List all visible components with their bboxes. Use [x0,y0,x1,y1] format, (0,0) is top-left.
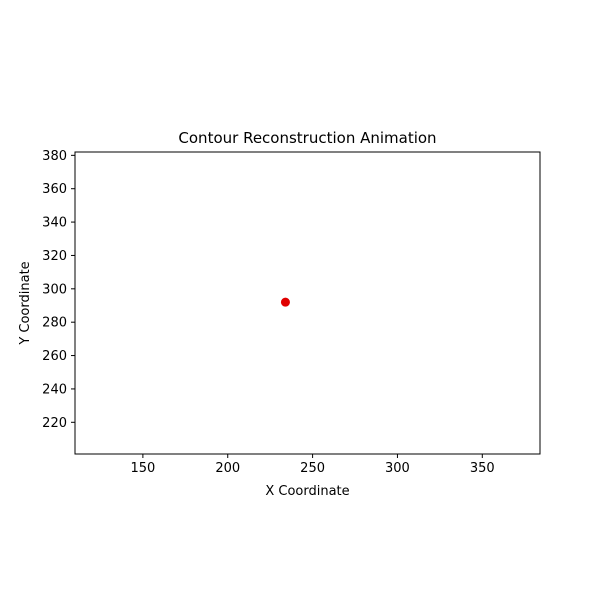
y-axis-label: Y Coordinate [18,261,33,345]
y-tick-label: 240 [42,382,67,397]
axes-frame [74,151,541,455]
y-tick-label: 260 [42,349,67,364]
x-axis-ticks: 150 200 250 300 350 [130,454,495,476]
x-tick-label: 150 [130,461,155,476]
y-tick-label: 360 [42,182,67,197]
data-point [280,297,290,307]
x-tick-label: 350 [470,461,495,476]
x-tick-label: 250 [300,461,325,476]
x-axis-label: X Coordinate [265,484,349,499]
y-tick-label: 280 [42,316,67,331]
x-tick-label: 300 [385,461,410,476]
y-axis-ticks: 220 240 260 280 300 320 340 360 380 [42,149,75,431]
y-tick-label: 320 [42,249,67,264]
y-tick-label: 300 [42,282,67,297]
y-tick-label: 220 [42,416,67,431]
y-tick-label: 380 [42,149,67,164]
chart-title: Contour Reconstruction Animation [178,129,436,147]
data-points [280,297,290,307]
x-tick-label: 200 [215,461,240,476]
plot-area: 150 200 250 300 350 220 240 260 280 300 320 340 360… [42,149,541,476]
y-tick-label: 340 [42,216,67,231]
